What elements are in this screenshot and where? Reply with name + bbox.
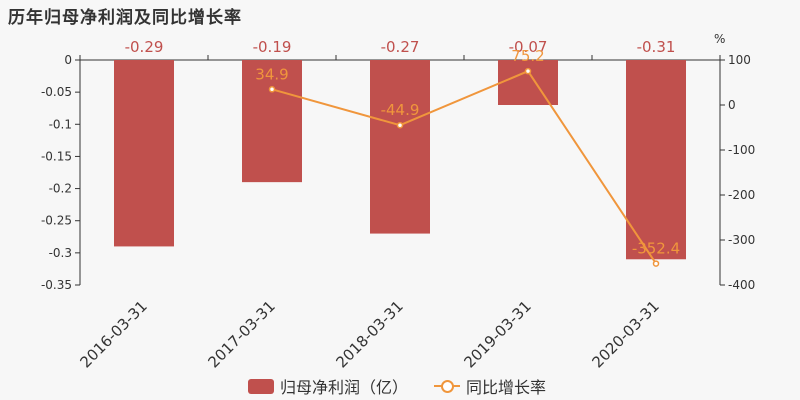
bar-value-label: -0.29 (125, 38, 164, 56)
y-left-tick-label: 0 (64, 53, 72, 67)
chart-title: 历年归母净利润及同比增长率 (8, 8, 242, 28)
x-tick-label: 2016-03-31 (76, 297, 150, 371)
y-left-tick-label: -0.25 (41, 214, 72, 228)
y-left-tick-label: -0.1 (49, 117, 72, 131)
bar (242, 60, 302, 183)
bar (626, 60, 686, 260)
y-right-tick-label: 0 (728, 98, 736, 112)
bar-value-label: -0.31 (637, 38, 676, 56)
bar (498, 60, 558, 105)
growth-rate-value-label: 75.2 (511, 47, 544, 65)
y-right-tick-label: -100 (728, 143, 755, 157)
bar-value-label: -0.19 (253, 38, 292, 56)
legend-item-line[interactable]: 同比增长率 (434, 374, 546, 398)
legend-line-swatch (434, 378, 460, 394)
bar (370, 60, 430, 234)
legend-bar-label: 归母净利润（亿） (280, 378, 409, 397)
y-left-tick-label: -0.05 (41, 85, 72, 99)
x-tick-label: 2020-03-31 (588, 297, 662, 371)
y-right-tick-label: -200 (728, 188, 755, 202)
legend-item-bar[interactable]: 归母净利润（亿） (248, 374, 408, 398)
growth-rate-line (271, 69, 657, 265)
x-tick-label: 2017-03-31 (204, 297, 278, 371)
growth-rate-point (396, 121, 404, 129)
y-right-tick-label: -300 (728, 233, 755, 247)
y-left-tick-label: -0.3 (49, 246, 72, 260)
growth-rate-value-label: -44.9 (381, 101, 420, 119)
bar (114, 60, 174, 247)
growth-rate-point (652, 260, 660, 267)
growth-rate-value-label: 34.9 (255, 65, 288, 83)
legend-bar-swatch (248, 378, 274, 394)
x-tick-label: 2019-03-31 (460, 297, 534, 371)
x-tick-label: 2018-03-31 (332, 297, 406, 371)
y-left-tick-label: -0.2 (49, 182, 72, 196)
legend-line-label: 同比增长率 (466, 378, 547, 397)
bar-value-label: -0.07 (509, 38, 548, 56)
y-left-tick-label: -0.35 (41, 278, 72, 292)
y-right-tick-label: -400 (728, 278, 755, 292)
legend[interactable]: 归母净利润（亿） 同比增长率 (0, 372, 800, 398)
bar-value-label: -0.27 (381, 38, 420, 56)
growth-rate-point (268, 86, 276, 93)
growth-rate-point (524, 67, 532, 75)
y-right-tick-label: 100 (728, 53, 751, 67)
y-left-tick-label: -0.15 (41, 149, 72, 163)
chart-canvas: 0 -0.05 -0.1 -0.15 -0.2 -0.25 -0.3 -0.35 100 0 -10… (41, 32, 755, 371)
growth-rate-value-label: -352.4 (632, 240, 680, 258)
y-right-unit-label: % (714, 32, 725, 46)
